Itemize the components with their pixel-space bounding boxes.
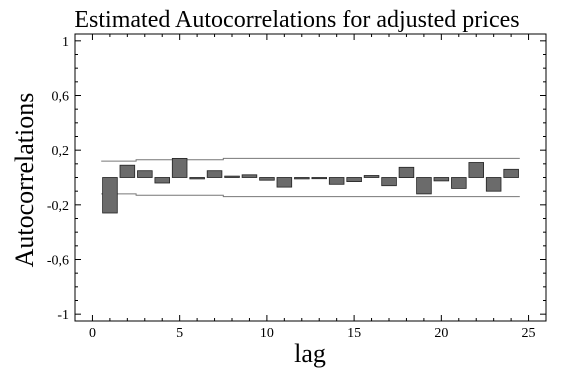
- autocorrelation-bar: [119, 164, 136, 178]
- y-tick-label: 1: [62, 35, 69, 50]
- x-tick-label: 0: [89, 326, 96, 341]
- autocorrelation-bar: [468, 162, 484, 178]
- autocorrelation-bar: [224, 175, 240, 178]
- x-axis-title: lag: [294, 339, 326, 368]
- x-tick-label: 5: [176, 326, 183, 341]
- autocorrelation-bar: [346, 177, 362, 182]
- x-tick-label: 20: [434, 326, 448, 341]
- lower-probability-limit: [101, 193, 520, 198]
- autocorrelation-bar: [381, 177, 397, 187]
- plot-area: -1-0,6-0,20,20,610 5 10 15 20 25: [47, 33, 547, 341]
- y-tick-label: -0,2: [47, 199, 69, 214]
- upper-probability-limit: [101, 157, 520, 162]
- autocorrelation-bar: [294, 177, 310, 180]
- chart-title: Estimated Autocorrelations for adjusted …: [74, 7, 519, 33]
- autocorrelation-bar: [171, 157, 188, 178]
- autocorrelation-bar: [189, 177, 205, 180]
- x-tick-label: 25: [522, 326, 536, 341]
- autocorrelation-bar: [206, 170, 223, 178]
- autocorrelation-bar: [311, 177, 327, 180]
- autocorrelation-bar: [276, 177, 293, 188]
- y-tick-label: 0,6: [52, 90, 70, 105]
- autocorrelation-bar: [363, 175, 380, 178]
- autocorrelation-bar: [154, 177, 170, 184]
- autocorrelation-bar: [398, 166, 415, 179]
- autocorrelation-bar: [451, 177, 467, 189]
- autocorrelation-bar: [137, 170, 153, 178]
- y-tick-label: 0,2: [52, 144, 70, 159]
- y-tick-label: -0,6: [47, 254, 69, 269]
- autocorrelation-bar: [102, 177, 118, 214]
- autocorrelation-bar: [485, 177, 502, 192]
- y-tick-label: -1: [57, 308, 69, 323]
- autocorrelation-bar: [328, 177, 345, 185]
- y-axis-title: Autocorrelations: [10, 93, 39, 268]
- autocorrelation-bar: [416, 177, 432, 195]
- x-tick-label: 10: [260, 326, 274, 341]
- autocorrelation-bar: [259, 177, 275, 181]
- x-tick-label: 15: [347, 326, 361, 341]
- autocorrelation-bar: [241, 174, 258, 178]
- autocorrelation-bar: [503, 168, 519, 178]
- autocorrelation-bar: [433, 177, 450, 182]
